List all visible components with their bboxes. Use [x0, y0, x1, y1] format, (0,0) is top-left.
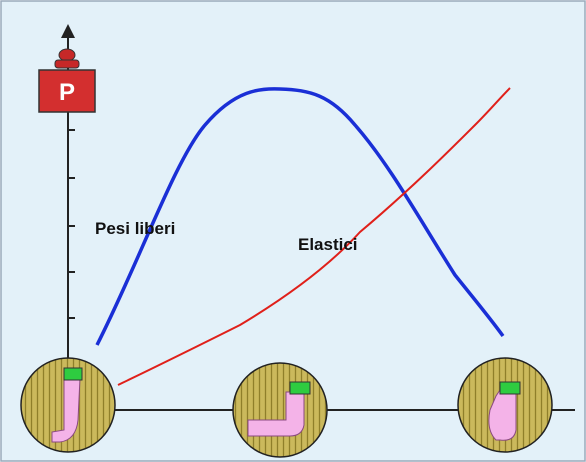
curve-label: Pesi liberi	[95, 219, 175, 238]
arm-flexed	[458, 358, 552, 452]
curve-label: Elastici	[298, 235, 358, 254]
arm-half	[233, 363, 327, 457]
weight-label: P	[59, 79, 75, 106]
page: P Pesi liberi Elastici (() => { const da…	[0, 0, 586, 462]
diagram: P Pesi liberi Elastici	[0, 0, 586, 462]
arm-extended	[21, 358, 115, 452]
